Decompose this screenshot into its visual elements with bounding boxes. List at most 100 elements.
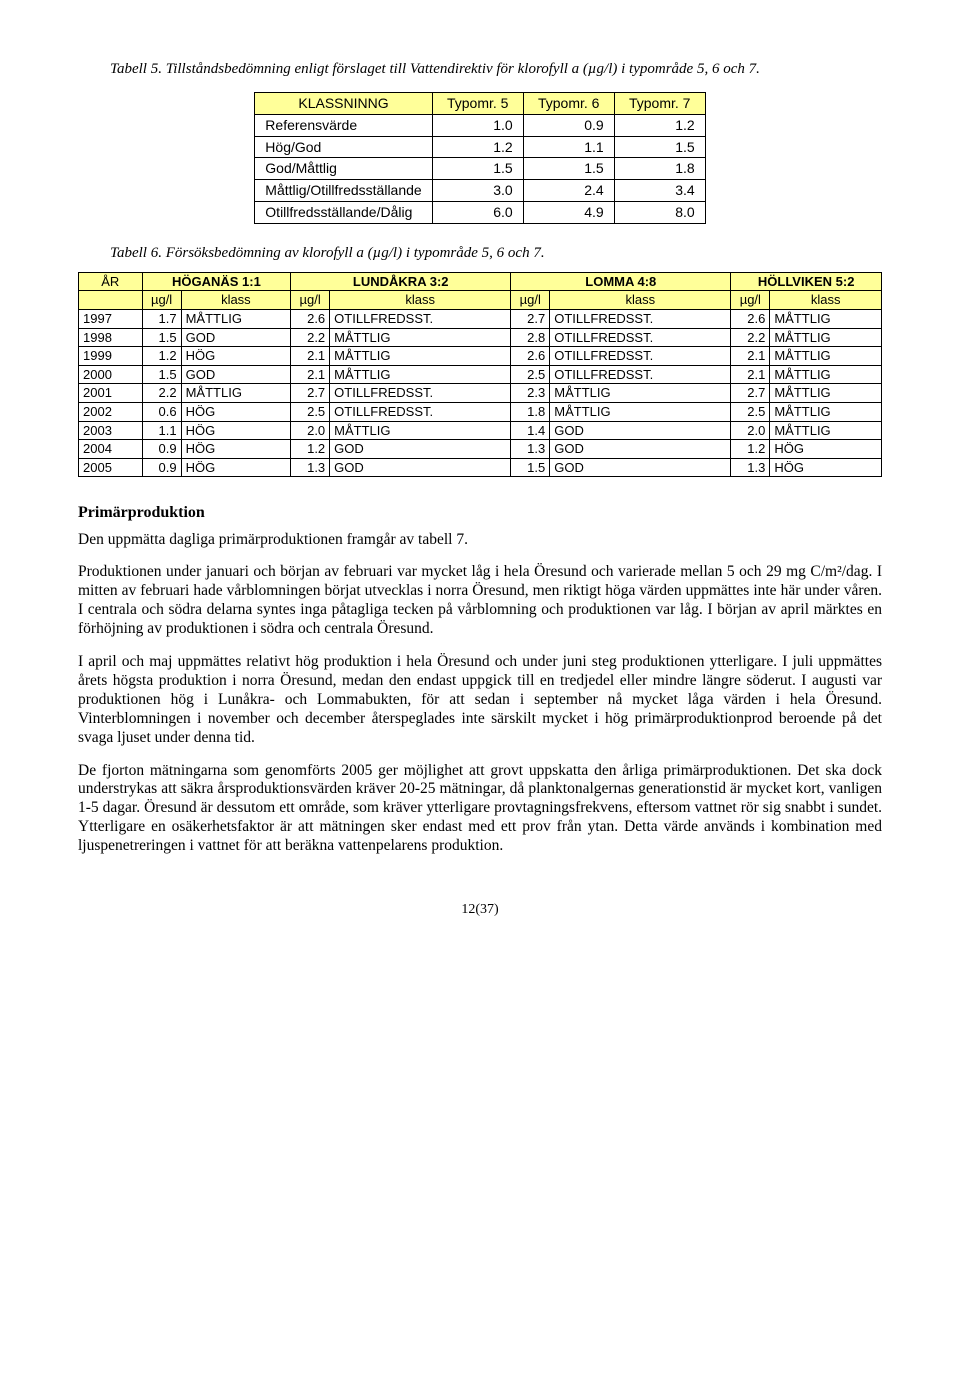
table-cell: 1.8 [614,158,705,180]
table6-sh4: klass [330,291,511,310]
table5-header-row: KLASSNINNG Typomr. 5 Typomr. 6 Typomr. 7 [255,93,705,115]
table-cell: 2.6 [731,309,770,328]
table-cell: OTILLFREDSST. [550,328,731,347]
table-cell: Referensvärde [255,114,432,136]
table-cell: HÖG [181,440,291,459]
table6-sh3: µg/l [291,291,330,310]
table6-gh4: HÖLLVIKEN 5:2 [731,272,882,291]
table6-sh2: klass [181,291,291,310]
table6-gh0: ÅR [79,272,143,291]
table6-sh7: µg/l [731,291,770,310]
table-cell: 2.1 [291,365,330,384]
table-cell: 4.9 [523,201,614,223]
table-cell: 0.9 [142,458,181,477]
table-cell: MÅTTLIG [770,365,882,384]
table6-gh3: LOMMA 4:8 [511,272,731,291]
table-cell: 1997 [79,309,143,328]
table-cell: OTILLFREDSST. [550,347,731,366]
table5-caption: Tabell 5. Tillståndsbedömning enligt för… [78,60,882,78]
table-cell: 2004 [79,440,143,459]
table-cell: MÅTTLIG [550,384,731,403]
table-cell: GOD [550,458,731,477]
table-cell: 2.0 [731,421,770,440]
table-cell: 2.7 [511,309,550,328]
table-cell: 0.9 [142,440,181,459]
table-row: 20012.2MÅTTLIG2.7OTILLFREDSST.2.3MÅTTLIG… [79,384,882,403]
table-cell: 1.0 [432,114,523,136]
table-cell: 2.2 [731,328,770,347]
table-cell: 2003 [79,421,143,440]
table-cell: 1.2 [432,136,523,158]
table-cell: God/Måttlig [255,158,432,180]
table-cell: MÅTTLIG [330,365,511,384]
table6-sh6: klass [550,291,731,310]
table-cell: 2.2 [142,384,181,403]
table-cell: 1.7 [142,309,181,328]
table-cell: MÅTTLIG [770,328,882,347]
table-cell: 1.5 [432,158,523,180]
table-cell: OTILLFREDSST. [550,365,731,384]
table-cell: 1.2 [291,440,330,459]
table-cell: 1.5 [511,458,550,477]
table-row: 19991.2HÖG2.1MÅTTLIG2.6OTILLFREDSST.2.1M… [79,347,882,366]
table-cell: 1.5 [523,158,614,180]
table5-h1: Typomr. 5 [432,93,523,115]
table-cell: 1.8 [511,402,550,421]
section-title: Primärproduktion [78,503,882,522]
paragraph-4: De fjorton mätningarna som genomförts 20… [78,762,882,857]
table-cell: 2005 [79,458,143,477]
table-row: 19971.7MÅTTLIG2.6OTILLFREDSST.2.7OTILLFR… [79,309,882,328]
table-cell: GOD [550,440,731,459]
table-cell: 1998 [79,328,143,347]
table5-h0: KLASSNINNG [255,93,432,115]
table-cell: 2000 [79,365,143,384]
paragraph-2: Produktionen under januari och början av… [78,563,882,639]
table-cell: HÖG [770,440,882,459]
paragraph-3: I april och maj uppmättes relativt hög p… [78,653,882,748]
table-cell: OTILLFREDSST. [330,402,511,421]
table-row: 19981.5GOD2.2MÅTTLIG2.8OTILLFREDSST.2.2M… [79,328,882,347]
table-row: 20031.1HÖG2.0MÅTTLIG1.4GOD2.0MÅTTLIG [79,421,882,440]
table-cell: HÖG [770,458,882,477]
table-cell: 2001 [79,384,143,403]
table-cell: 1.3 [731,458,770,477]
table-cell: GOD [181,328,291,347]
table-cell: HÖG [181,421,291,440]
table5: KLASSNINNG Typomr. 5 Typomr. 6 Typomr. 7… [254,92,705,224]
table6-sh1: µg/l [142,291,181,310]
table-cell: 0.6 [142,402,181,421]
table-row: Otillfredsställande/Dålig6.04.98.0 [255,201,705,223]
table-cell: 2.2 [291,328,330,347]
table-row: 20020.6HÖG2.5OTILLFREDSST.1.8MÅTTLIG2.5M… [79,402,882,421]
table-cell: MÅTTLIG [330,347,511,366]
table-cell: 2.6 [511,347,550,366]
table-row: Hög/God1.21.11.5 [255,136,705,158]
table-cell: 2.6 [291,309,330,328]
table-cell: 1.4 [511,421,550,440]
table-cell: 3.4 [614,180,705,202]
table-cell: 2.7 [291,384,330,403]
table-cell: 6.0 [432,201,523,223]
table-cell: Måttlig/Otillfredsställande [255,180,432,202]
table6-gh2: LUNDÅKRA 3:2 [291,272,511,291]
table-cell: 1.5 [614,136,705,158]
table-cell: MÅTTLIG [181,384,291,403]
table-cell: 2.1 [731,347,770,366]
table-cell: 1.3 [511,440,550,459]
table-cell: 0.9 [523,114,614,136]
table-cell: OTILLFREDSST. [330,384,511,403]
table-cell: 2.5 [511,365,550,384]
table-cell: MÅTTLIG [770,402,882,421]
table-cell: MÅTTLIG [770,309,882,328]
table-cell: MÅTTLIG [770,421,882,440]
table-cell: MÅTTLIG [770,384,882,403]
table-cell: MÅTTLIG [330,328,511,347]
table-row: 20050.9HÖG1.3GOD1.5GOD1.3HÖG [79,458,882,477]
table-cell: OTILLFREDSST. [330,309,511,328]
table-cell: MÅTTLIG [550,402,731,421]
table-row: Referensvärde1.00.91.2 [255,114,705,136]
table-row: Måttlig/Otillfredsställande3.02.43.4 [255,180,705,202]
table-cell: 1.5 [142,328,181,347]
table-cell: MÅTTLIG [181,309,291,328]
table-cell: MÅTTLIG [330,421,511,440]
